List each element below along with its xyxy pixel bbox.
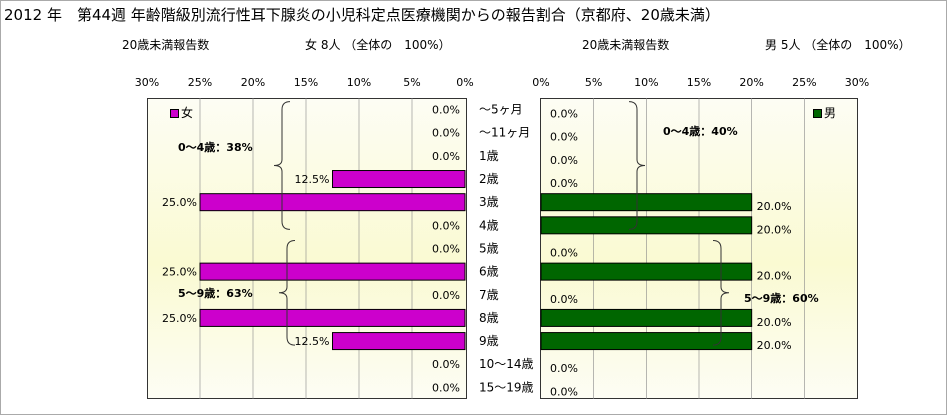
right-count-label: 20歳未満報告数 [582, 38, 670, 52]
male-annotation-0-4: 0〜4歳：40% [663, 124, 738, 138]
category-label: 2歳 [479, 172, 499, 186]
female-bar [332, 170, 466, 189]
male-axis-tick: 25% [792, 76, 817, 89]
female-bar [199, 262, 466, 281]
female-value-label: 0.0% [432, 242, 460, 255]
male-value-label: 20.0% [757, 339, 792, 352]
male-value-label: 20.0% [757, 223, 792, 236]
male-bar [540, 308, 753, 327]
female-value-label: 0.0% [432, 289, 460, 302]
female-axis-tick: 25% [187, 76, 213, 89]
page-title: 2012 年 第44週 年齢階級別流行性耳下腺炎の小児科定点医療機関からの報告割… [4, 6, 720, 24]
female-legend-label: 女 [181, 106, 194, 120]
male-value-label: 0.0% [550, 131, 578, 144]
category-label: 〜5ヶ月 [479, 103, 523, 117]
male-bar [540, 216, 753, 235]
female-axis-tick: 0% [456, 76, 474, 89]
female-value-label: 25.0% [162, 266, 197, 279]
male-value-label: 0.0% [550, 154, 578, 167]
female-brace-5-9 [278, 239, 296, 346]
female-legend: 女 [170, 104, 193, 121]
female-bar [199, 193, 466, 212]
male-axis-tick: 0% [532, 76, 550, 89]
left-count-label: 20歳未満報告数 [122, 38, 210, 52]
female-value-label: 0.0% [432, 127, 460, 140]
male-value-label: 0.0% [550, 246, 578, 259]
female-value-label: 0.0% [432, 381, 460, 394]
female-axis-tick: 30% [134, 76, 160, 89]
female-annotation-0-4: 0〜4歳：38% [178, 140, 253, 154]
female-bar [199, 308, 466, 327]
female-brace-0-4 [273, 101, 291, 230]
category-label: 15〜19歳 [479, 380, 534, 394]
female-legend-swatch [170, 109, 179, 118]
male-value-label: 0.0% [550, 177, 578, 190]
male-brace-5-9 [712, 239, 730, 346]
male-axis-tick: 10% [634, 76, 659, 89]
category-label: 5歳 [479, 241, 499, 255]
male-value-label: 0.0% [550, 362, 578, 375]
female-value-label: 0.0% [432, 104, 460, 117]
male-axis-tick: 5% [584, 76, 603, 89]
male-brace-0-4 [628, 101, 646, 230]
female-value-label: 12.5% [295, 173, 330, 186]
male-legend-swatch [813, 109, 822, 118]
male-value-label: 20.0% [757, 200, 792, 213]
male-value-label: 0.0% [550, 385, 578, 398]
category-label: 6歳 [479, 265, 499, 279]
male-value-label: 20.0% [757, 270, 792, 283]
male-value-label: 20.0% [757, 316, 792, 329]
category-label: 10〜14歳 [479, 357, 534, 371]
category-label: 7歳 [479, 288, 499, 302]
male-annotation-5-9: 5〜9歳：60% [744, 291, 819, 305]
female-value-label: 0.0% [432, 219, 460, 232]
category-label: 1歳 [479, 149, 499, 163]
female-bar [332, 332, 466, 351]
male-value-label: 0.0% [550, 108, 578, 121]
male-axis-tick: 15% [686, 76, 712, 89]
female-axis-tick: 10% [346, 76, 372, 89]
left-count-summary: 女 8人 （全体の 100%） [305, 38, 451, 52]
category-label: 3歳 [479, 195, 499, 209]
female-axis-tick: 5% [403, 76, 421, 89]
category-label: 〜11ヶ月 [479, 126, 530, 140]
category-label: 9歳 [479, 334, 499, 348]
category-label: 4歳 [479, 218, 499, 232]
right-count-summary: 男 5人 （全体の 100%） [765, 38, 911, 52]
male-axis-tick: 30% [844, 76, 870, 89]
male-axis-tick: 20% [739, 76, 764, 89]
female-value-label: 25.0% [162, 312, 197, 325]
male-bar [540, 193, 753, 212]
female-value-label: 0.0% [432, 150, 460, 163]
female-value-label: 25.0% [162, 196, 197, 209]
female-value-label: 0.0% [432, 358, 460, 371]
male-value-label: 0.0% [550, 293, 578, 306]
female-value-label: 12.5% [295, 335, 330, 348]
male-bar [540, 262, 753, 281]
male-legend: 男 [813, 104, 836, 121]
female-axis-tick: 15% [293, 76, 319, 89]
category-label: 8歳 [479, 311, 499, 325]
male-legend-label: 男 [824, 106, 837, 120]
female-axis-tick: 20% [240, 76, 266, 89]
male-bar [540, 332, 753, 351]
female-annotation-5-9: 5〜9歳：63% [178, 286, 253, 300]
